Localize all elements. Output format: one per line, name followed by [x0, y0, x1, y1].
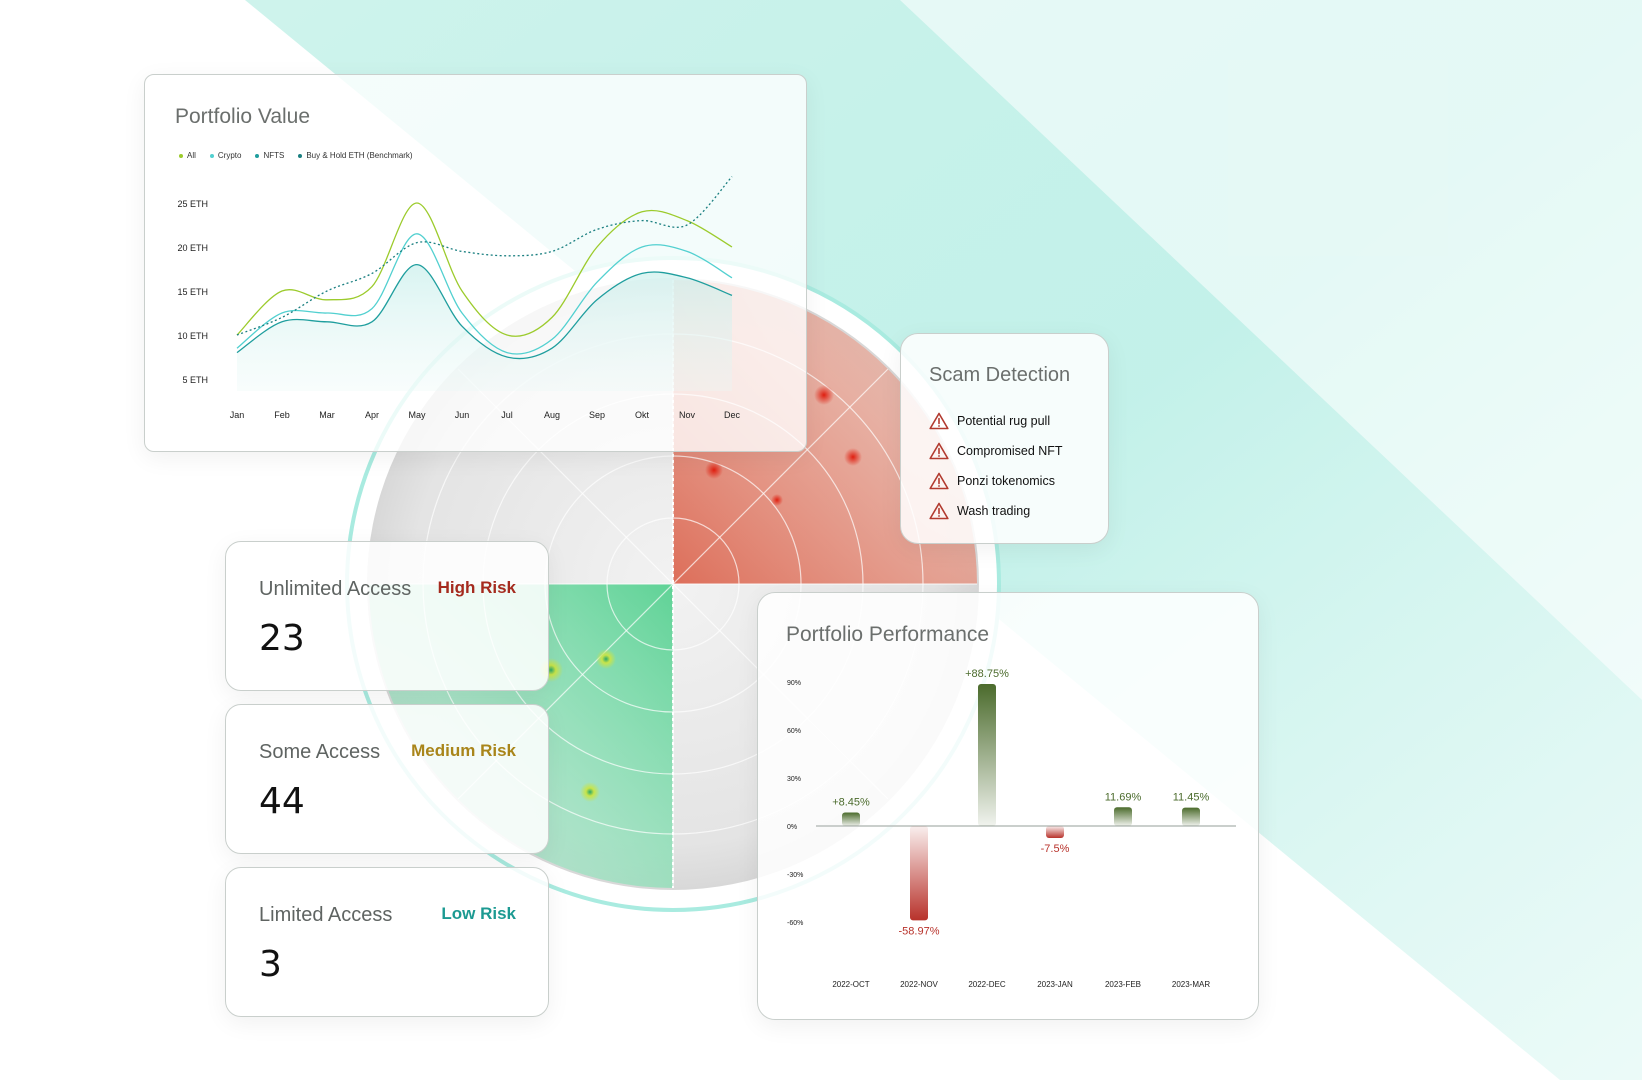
access-label: Limited Access — [259, 904, 393, 926]
y-tick-label: 20 ETH — [177, 243, 208, 253]
legend-dot-benchmark — [298, 153, 303, 158]
risk-badge-low: Low Risk — [441, 904, 516, 923]
access-count: 44 — [259, 781, 305, 822]
legend-item-benchmark[interactable]: Buy & Hold ETH (Benchmark) — [298, 151, 413, 160]
bar-value-label: +88.75% — [965, 668, 1009, 680]
x-tick-label: Dec — [724, 410, 741, 420]
x-tick-label: 2023-JAN — [1037, 980, 1073, 989]
y-tick-label: 90% — [787, 680, 801, 687]
legend-item-all[interactable]: All — [179, 151, 196, 160]
access-count: 3 — [259, 944, 282, 985]
y-tick-label: 15 ETH — [177, 287, 208, 297]
portfolio-performance-title: Portfolio Performance — [786, 623, 990, 646]
y-tick-label: 25 ETH — [177, 199, 208, 209]
bar-2023-mar — [1182, 807, 1200, 826]
portfolio-performance-card: Portfolio Performance 90% 60% 30% 0% -30% -60… — [757, 592, 1259, 1020]
access-label: Unlimited Access — [259, 578, 412, 600]
y-tick-label: 30% — [787, 776, 801, 783]
bar-2022-nov — [910, 826, 928, 921]
x-tick-label: May — [408, 410, 426, 420]
legend-dot-crypto — [209, 153, 214, 158]
portfolio-performance-bar-chart: 90% 60% 30% 0% -30% -60% +8.45% 2022-OCT -58.97%… — [787, 668, 1236, 989]
warning-icon — [929, 412, 949, 430]
series-line-all — [236, 202, 733, 337]
scam-item-label: Wash trading — [957, 504, 1031, 518]
portfolio-value-card: Portfolio Value All Crypto NFTS Buy & Ho… — [144, 74, 807, 452]
scam-item-label: Compromised NFT — [957, 444, 1063, 458]
x-tick-label: 2022-OCT — [832, 980, 869, 989]
x-tick-label: 2022-NOV — [900, 980, 938, 989]
scam-detection-card: Scam Detection Potential rug pull Compro… — [900, 333, 1109, 544]
bar-2023-jan — [1046, 826, 1064, 838]
x-tick-label: Aug — [544, 410, 560, 420]
legend-label-crypto: Crypto — [217, 151, 242, 160]
bar-2023-feb — [1114, 807, 1132, 826]
legend-label-all: All — [187, 151, 196, 160]
access-card-some[interactable]: Some Access Medium Risk 44 — [225, 704, 549, 854]
x-tick-label: Feb — [274, 410, 290, 420]
legend-dot-all — [179, 153, 183, 158]
series-line-crypto — [236, 233, 733, 355]
access-label: Some Access — [259, 741, 381, 763]
x-tick-label: Nov — [679, 410, 696, 420]
x-tick-label: Okt — [635, 410, 650, 420]
x-tick-label: Sep — [589, 410, 605, 420]
bar-value-label: 11.45% — [1173, 792, 1210, 804]
y-tick-label: -30% — [787, 872, 803, 879]
warning-icon — [929, 472, 949, 490]
bar-value-label: -58.97% — [899, 925, 940, 937]
scam-item-ponzi[interactable]: Ponzi tokenomics — [929, 466, 1063, 496]
bar-value-label: -7.5% — [1041, 843, 1070, 855]
x-tick-label: 2023-MAR — [1172, 980, 1210, 989]
x-tick-label: Jul — [501, 410, 513, 420]
series-line-buy-hold-eth-benchmark- — [236, 176, 733, 336]
x-tick-label: 2022-DEC — [968, 980, 1006, 989]
access-count: 23 — [259, 618, 305, 659]
access-card-limited[interactable]: Limited Access Low Risk 3 — [225, 867, 549, 1017]
scam-item-compromised-nft[interactable]: Compromised NFT — [929, 436, 1063, 466]
warning-icon — [929, 442, 949, 460]
x-tick-label: Apr — [365, 410, 379, 420]
legend-label-nfts: NFTS — [263, 151, 285, 160]
y-tick-label: 5 ETH — [182, 375, 208, 385]
risk-badge-high: High Risk — [437, 578, 516, 597]
access-card-unlimited[interactable]: Unlimited Access High Risk 23 — [225, 541, 549, 691]
bar-value-label: +8.45% — [832, 796, 870, 808]
y-tick-label: 60% — [787, 728, 801, 735]
scam-detection-list: Potential rug pull Compromised NFT Ponzi… — [929, 406, 1063, 526]
portfolio-value-title: Portfolio Value — [175, 105, 311, 128]
scam-item-label: Potential rug pull — [957, 414, 1051, 428]
y-tick-label: -60% — [787, 920, 803, 927]
bar-2022-dec — [978, 684, 996, 826]
x-tick-label: Jun — [455, 410, 470, 420]
x-tick-label: Jan — [230, 410, 245, 420]
scam-item-rug-pull[interactable]: Potential rug pull — [929, 406, 1063, 436]
bar-value-label: 11.69% — [1105, 791, 1142, 803]
portfolio-value-legend: All Crypto NFTS Buy & Hold ETH (Benchmar… — [179, 151, 413, 160]
y-tick-label: 10 ETH — [177, 331, 208, 341]
warning-icon — [929, 502, 949, 520]
portfolio-value-line-chart: 25 ETH 20 ETH 15 ETH 10 ETH 5 ETH Jan Feb Mar Ap… — [177, 176, 741, 420]
bar-2022-oct — [842, 812, 860, 826]
scam-item-label: Ponzi tokenomics — [957, 474, 1055, 488]
x-tick-label: Mar — [319, 410, 335, 420]
y-tick-label: 0% — [787, 824, 797, 831]
legend-item-nfts[interactable]: NFTS — [255, 151, 284, 160]
x-tick-label: 2023-FEB — [1105, 980, 1141, 989]
legend-label-benchmark: Buy & Hold ETH (Benchmark) — [306, 151, 413, 160]
scam-detection-title: Scam Detection — [929, 364, 1071, 386]
series-line-nfts — [236, 263, 733, 360]
legend-dot-nfts — [255, 153, 260, 158]
legend-item-crypto[interactable]: Crypto — [209, 151, 242, 160]
risk-badge-medium: Medium Risk — [411, 741, 516, 760]
scam-item-wash-trading[interactable]: Wash trading — [929, 496, 1063, 526]
area-nfts — [237, 264, 732, 391]
